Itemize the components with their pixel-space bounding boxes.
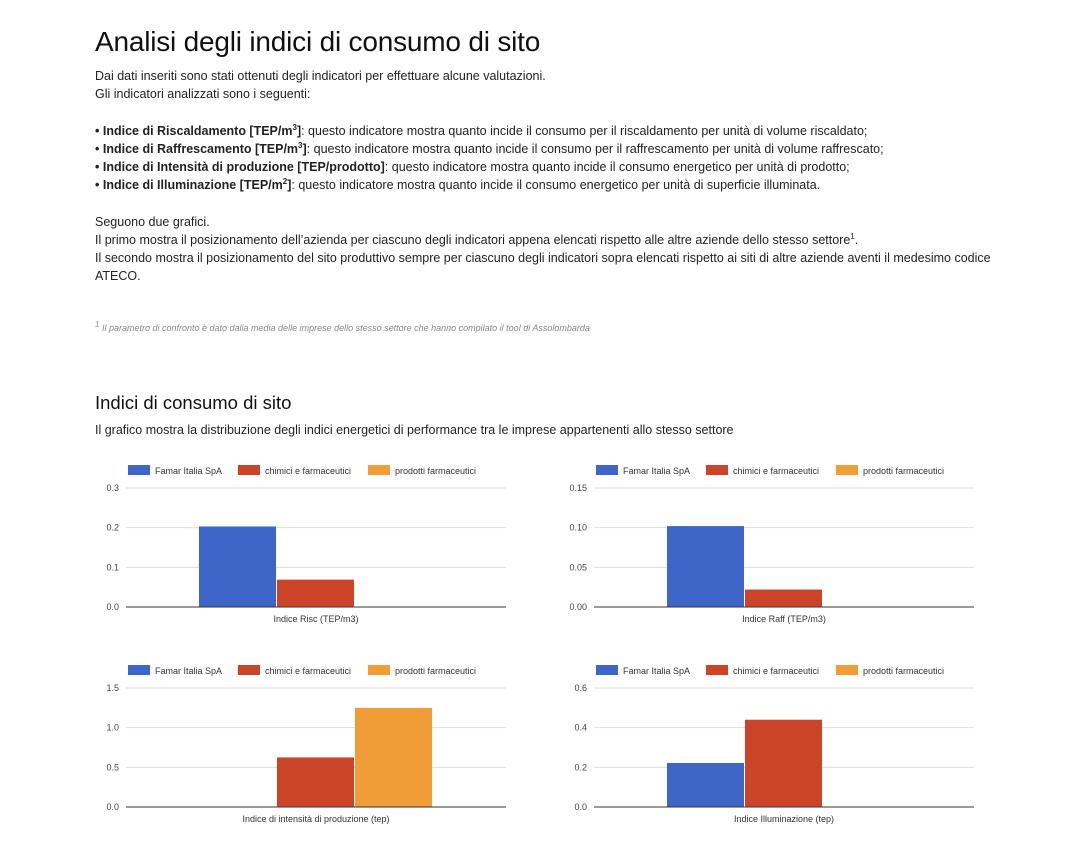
- legend-label: Famar Italia SpA: [623, 666, 690, 676]
- section-description: Il grafico mostra la distribuzione degli…: [95, 423, 734, 437]
- follow-line: Seguono due grafici.: [95, 214, 210, 229]
- chart-indice-raff: Famar Italia SpA chimici e farmaceutici pr…: [541, 460, 981, 640]
- bar: [667, 762, 744, 807]
- intro-text: Dai dati inseriti sono stati ottenuti de…: [95, 67, 1015, 285]
- chart-svg: Famar Italia SpA chimici e farmaceutici pr…: [574, 665, 974, 824]
- legend-label: prodotti farmaceutici: [863, 466, 944, 476]
- legend-entry: prodotti farmaceutici: [368, 665, 476, 676]
- legend-entry: Famar Italia SpA: [596, 665, 690, 676]
- legend-swatch: [128, 465, 150, 475]
- footnote: 1 Il parametro di confronto è dato dalla…: [95, 320, 590, 334]
- legend-swatch: [706, 465, 728, 475]
- y-tick-label: 0.10: [569, 523, 587, 533]
- x-axis-label: Indice Risc (TEP/m3): [273, 614, 358, 624]
- y-tick-label: 0.3: [106, 483, 119, 493]
- y-tick-label: 0.4: [574, 723, 587, 733]
- page-title: Analisi degli indici di consumo di sito: [95, 26, 541, 57]
- indicator-item-raffrescamento: • Indice di Raffrescamento [TEP/m3]: que…: [95, 140, 884, 156]
- indicator-item-illuminazione: • Indice di Illuminazione [TEP/m2]: ques…: [95, 177, 821, 193]
- y-tick-label: 0.6: [574, 683, 587, 693]
- legend-entry: Famar Italia SpA: [596, 465, 690, 476]
- bar: [667, 526, 744, 607]
- legend-swatch: [836, 465, 858, 475]
- section-title: Indici di consumo di sito: [95, 392, 292, 413]
- x-axis-label: Indice Raff (TEP/m3): [742, 614, 826, 624]
- legend-entry: chimici e farmaceutici: [238, 665, 351, 676]
- legend-entry: prodotti farmaceutici: [836, 665, 944, 676]
- legend-entry: Famar Italia SpA: [128, 465, 222, 476]
- y-tick-label: 1.0: [106, 723, 119, 733]
- legend-entry: chimici e farmaceutici: [706, 665, 819, 676]
- legend-label: chimici e farmaceutici: [265, 666, 351, 676]
- y-tick-label: 0.0: [106, 602, 119, 612]
- y-tick-label: 0.5: [106, 762, 119, 772]
- legend-label: chimici e farmaceutici: [733, 466, 819, 476]
- legend-swatch: [238, 465, 260, 475]
- x-axis-label: Indice Illuminazione (tep): [734, 814, 834, 824]
- legend-entry: chimici e farmaceutici: [706, 465, 819, 476]
- bar: [277, 757, 354, 807]
- chart-svg: Famar Italia SpA chimici e farmaceutici pr…: [569, 465, 974, 624]
- legend-swatch: [836, 665, 858, 675]
- intro-line-2: Gli indicatori analizzati sono i seguent…: [95, 87, 311, 102]
- legend-label: prodotti farmaceutici: [395, 466, 476, 476]
- legend-entry: chimici e farmaceutici: [238, 465, 351, 476]
- chart-indice-illuminazione: Famar Italia SpA chimici e farmaceutici pr…: [541, 660, 981, 840]
- legend-label: chimici e farmaceutici: [733, 666, 819, 676]
- indicator-item-intensita: • Indice di Intensità di produzione [TEP…: [95, 160, 850, 174]
- first-chart-line: Il primo mostra il posizionamento dell’a…: [95, 231, 859, 247]
- chart-indice-risc: Famar Italia SpA chimici e farmaceutici pr…: [73, 460, 513, 640]
- legend-label: prodotti farmaceutici: [863, 666, 944, 676]
- x-axis-label: Indice di intensità di produzione (tep): [242, 814, 389, 824]
- bar: [745, 589, 822, 607]
- legend-label: Famar Italia SpA: [623, 466, 690, 476]
- chart-svg: Famar Italia SpA chimici e farmaceutici pr…: [106, 665, 506, 824]
- y-tick-label: 0.05: [569, 562, 587, 572]
- legend-label: Famar Italia SpA: [155, 666, 222, 676]
- y-tick-label: 0.2: [574, 762, 587, 772]
- legend-swatch: [596, 465, 618, 475]
- bar: [199, 526, 276, 607]
- chart-svg: Famar Italia SpA chimici e farmaceutici pr…: [106, 465, 506, 624]
- legend-swatch: [368, 665, 390, 675]
- legend-swatch: [238, 665, 260, 675]
- y-tick-label: 0.0: [106, 802, 119, 812]
- bar: [355, 707, 432, 807]
- y-tick-label: 0.2: [106, 523, 119, 533]
- legend-label: Famar Italia SpA: [155, 466, 222, 476]
- y-tick-label: 0.15: [569, 483, 587, 493]
- legend-label: chimici e farmaceutici: [265, 466, 351, 476]
- chart-indice-intensita: Famar Italia SpA chimici e farmaceutici pr…: [73, 660, 513, 840]
- y-tick-label: 1.5: [106, 683, 119, 693]
- legend-swatch: [596, 665, 618, 675]
- indicator-item-riscaldamento: • Indice di Riscaldamento [TEP/m3]: ques…: [95, 122, 868, 138]
- legend-entry: prodotti farmaceutici: [836, 465, 944, 476]
- bar: [745, 719, 822, 807]
- legend-swatch: [706, 665, 728, 675]
- legend-swatch: [368, 465, 390, 475]
- indicator-list: • Indice di Riscaldamento [TEP/m3]: ques…: [95, 122, 1015, 195]
- legend-swatch: [128, 665, 150, 675]
- legend-entry: Famar Italia SpA: [128, 665, 222, 676]
- legend-label: prodotti farmaceutici: [395, 666, 476, 676]
- y-tick-label: 0.0: [574, 802, 587, 812]
- intro-line-1: Dai dati inseriti sono stati ottenuti de…: [95, 69, 546, 83]
- y-tick-label: 0.1: [106, 562, 119, 572]
- y-tick-label: 0.00: [569, 602, 587, 612]
- bar: [277, 579, 354, 607]
- second-chart-line: Il secondo mostra il posizionamento del …: [95, 251, 991, 284]
- legend-entry: prodotti farmaceutici: [368, 465, 476, 476]
